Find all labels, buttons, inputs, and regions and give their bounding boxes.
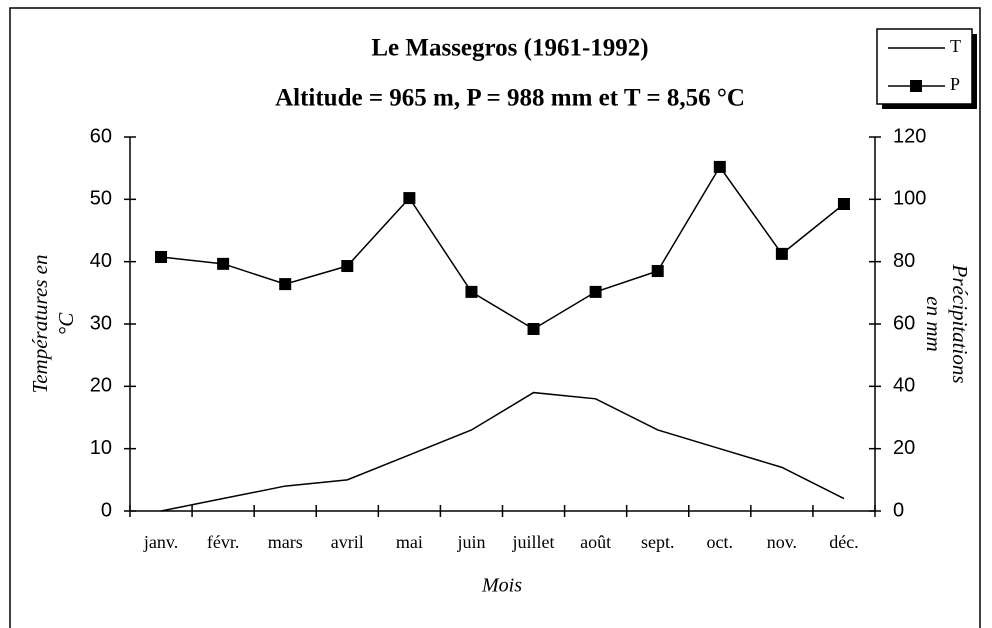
series-line [160, 165, 845, 330]
y2-tick-label: 60 [893, 312, 915, 334]
x-tick-label: mars [268, 532, 303, 552]
series-marker [341, 260, 354, 273]
legend-box [876, 28, 973, 105]
series-marker [217, 257, 230, 270]
x-tick-label: mai [396, 532, 423, 552]
x-tick-label: août [580, 532, 611, 552]
series-marker [589, 285, 602, 298]
y2-tick-label: 20 [893, 437, 915, 459]
y2-tick-label: 40 [893, 375, 915, 397]
y-tick-label: 50 [90, 188, 112, 210]
series-marker [155, 250, 168, 263]
series-marker [775, 247, 788, 260]
y2-axis-label: Précipitationsen mm [922, 264, 972, 384]
x-tick-label: juin [456, 532, 485, 552]
x-tick-label: févr. [207, 532, 239, 552]
x-tick-label: juillet [512, 532, 555, 552]
y2-axis-label-line: en mm [922, 296, 946, 351]
chart-frame [9, 7, 981, 628]
series-marker [465, 285, 478, 298]
y-tick-label: 20 [90, 375, 112, 397]
series-marker [527, 322, 540, 335]
y-tick-label: 40 [90, 250, 112, 272]
y-axis-label-line: Températures en [28, 254, 52, 393]
series-line [160, 391, 845, 512]
chart-title: Le Massegros (1961-1992) [371, 35, 648, 62]
legend-label: T [950, 36, 961, 56]
x-axis-label: Mois [481, 575, 522, 597]
series-marker [713, 160, 726, 173]
x-tick-label: sept. [641, 532, 675, 552]
series-marker [837, 198, 850, 211]
y-tick-label: 10 [90, 437, 112, 459]
y2-tick-label: 0 [893, 499, 904, 521]
series-marker [403, 192, 416, 205]
chart-subtitle: Altitude = 965 m, P = 988 mm et T = 8,56… [275, 85, 745, 112]
y-axis-label: Températures en°C [28, 254, 78, 393]
x-tick-label: oct. [707, 532, 734, 552]
legend-label: P [950, 74, 960, 94]
legend-marker [910, 80, 922, 92]
y-tick-label: 30 [90, 312, 112, 334]
x-tick-label: nov. [767, 532, 797, 552]
series-marker [279, 278, 292, 291]
y2-tick-label: 80 [893, 250, 915, 272]
y2-axis-label-line: Précipitations [948, 264, 972, 384]
x-tick-label: avril [331, 532, 364, 552]
x-tick-label: déc. [829, 532, 858, 552]
y-axis-label-line: °C [54, 312, 78, 335]
y-tick-label: 60 [90, 125, 112, 147]
y2-tick-label: 120 [893, 125, 926, 147]
series-marker [651, 265, 664, 278]
y2-tick-label: 100 [893, 188, 926, 210]
x-tick-label: janv. [143, 532, 178, 552]
y-tick-label: 0 [101, 499, 112, 521]
